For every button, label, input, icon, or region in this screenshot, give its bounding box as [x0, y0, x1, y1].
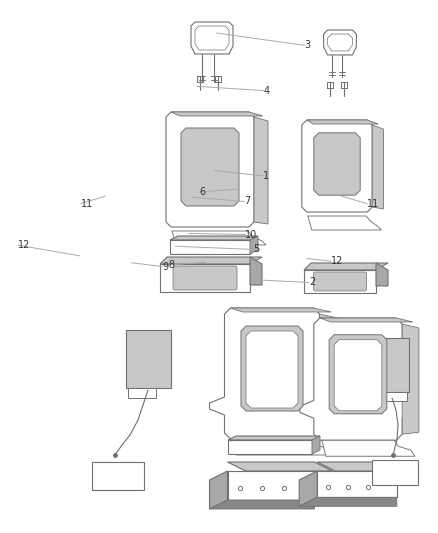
Polygon shape	[228, 436, 320, 440]
Polygon shape	[402, 324, 419, 434]
Polygon shape	[209, 308, 335, 439]
Text: 7: 7	[244, 197, 251, 206]
Polygon shape	[227, 462, 332, 471]
Polygon shape	[304, 270, 376, 293]
Polygon shape	[171, 112, 263, 116]
Polygon shape	[246, 331, 298, 408]
Polygon shape	[324, 30, 357, 55]
Polygon shape	[228, 440, 312, 454]
Polygon shape	[209, 471, 227, 509]
Text: 5: 5	[253, 245, 259, 254]
Polygon shape	[209, 500, 314, 509]
Polygon shape	[254, 117, 268, 224]
Polygon shape	[302, 120, 372, 212]
Polygon shape	[233, 439, 333, 455]
Text: 3: 3	[304, 41, 311, 50]
Polygon shape	[314, 133, 360, 195]
FancyBboxPatch shape	[173, 266, 237, 290]
Polygon shape	[128, 388, 156, 398]
Text: 12: 12	[18, 240, 31, 250]
Text: 6: 6	[199, 187, 205, 197]
Polygon shape	[319, 314, 338, 433]
Polygon shape	[300, 318, 416, 440]
Text: 10: 10	[245, 230, 258, 239]
Polygon shape	[250, 236, 258, 254]
Polygon shape	[307, 120, 378, 124]
Text: 11: 11	[81, 199, 93, 208]
Text: 1: 1	[263, 171, 269, 181]
Polygon shape	[191, 22, 233, 54]
Polygon shape	[230, 308, 332, 312]
Polygon shape	[304, 263, 388, 270]
Polygon shape	[334, 340, 382, 411]
Polygon shape	[320, 318, 413, 322]
Polygon shape	[299, 471, 317, 506]
Polygon shape	[308, 216, 381, 230]
Polygon shape	[92, 462, 144, 490]
Polygon shape	[367, 338, 409, 392]
Text: 11: 11	[367, 199, 379, 208]
Polygon shape	[372, 125, 383, 209]
Polygon shape	[299, 497, 397, 506]
Polygon shape	[160, 257, 262, 264]
Polygon shape	[381, 392, 406, 401]
Polygon shape	[317, 462, 415, 471]
FancyBboxPatch shape	[314, 272, 367, 291]
Polygon shape	[371, 460, 418, 485]
Polygon shape	[322, 440, 415, 456]
Polygon shape	[195, 26, 229, 50]
Text: 12: 12	[331, 256, 343, 266]
Polygon shape	[170, 236, 258, 240]
Text: 2: 2	[309, 278, 315, 287]
Text: 8: 8	[169, 260, 175, 270]
Text: 4: 4	[264, 86, 270, 95]
Polygon shape	[181, 128, 239, 206]
Polygon shape	[160, 264, 250, 292]
Polygon shape	[241, 326, 303, 411]
Polygon shape	[328, 34, 353, 51]
Polygon shape	[312, 436, 320, 454]
Polygon shape	[329, 335, 387, 414]
Polygon shape	[172, 231, 266, 245]
Polygon shape	[376, 263, 388, 286]
Polygon shape	[317, 471, 397, 497]
Polygon shape	[126, 330, 170, 388]
Text: 9: 9	[162, 262, 168, 271]
Polygon shape	[227, 471, 314, 500]
Polygon shape	[170, 240, 250, 254]
Polygon shape	[166, 112, 254, 227]
Polygon shape	[250, 257, 262, 285]
